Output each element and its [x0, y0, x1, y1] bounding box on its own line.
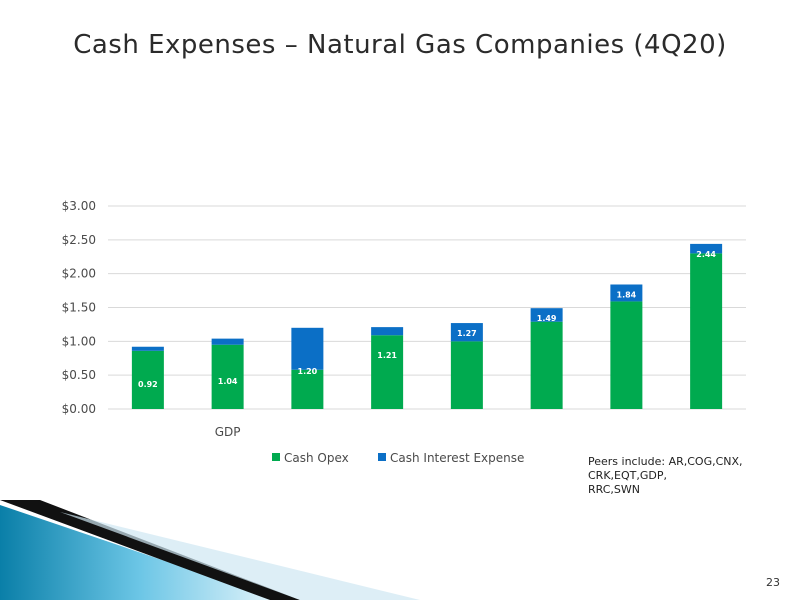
legend-label-cash-interest: Cash Interest Expense [390, 451, 524, 465]
data-label: 1.27 [457, 329, 477, 338]
y-axis: $0.00 $0.50 $1.00 $1.50 $2.00 $2.50 $3.00 [62, 199, 96, 416]
x-axis: GDP [215, 425, 241, 439]
peers-note-line: CRK,EQT,GDP, [588, 469, 667, 482]
bar-cash-opex [371, 335, 404, 409]
bar-cash-interest [690, 243, 723, 254]
bar-cash-opex [211, 344, 244, 409]
y-tick-label: $0.50 [62, 368, 96, 382]
data-label: 1.49 [537, 314, 557, 323]
bar-cash-opex [450, 341, 483, 409]
bar-cash-opex [690, 253, 723, 409]
bar-cash-interest [371, 327, 404, 336]
legend-swatch-cash-interest [378, 453, 386, 461]
bar-cash-opex [610, 301, 643, 409]
legend-label-cash-opex: Cash Opex [284, 451, 349, 465]
bar-cash-opex [291, 369, 324, 409]
page-number: 23 [766, 576, 780, 589]
y-tick-label: $2.50 [62, 233, 96, 247]
slide-title: Cash Expenses – Natural Gas Companies (4… [73, 30, 727, 60]
bar-cash-interest [530, 308, 563, 322]
legend-swatch-cash-opex [272, 453, 280, 461]
legend: Cash Opex Cash Interest Expense [272, 451, 524, 465]
bar-cash-opex [131, 350, 164, 409]
data-label: 2.44 [696, 250, 716, 259]
data-label: 1.04 [218, 377, 238, 386]
x-tick-label: GDP [215, 425, 241, 439]
bar-cash-interest [291, 327, 324, 370]
y-tick-label: $2.00 [62, 267, 96, 281]
y-tick-label: $3.00 [62, 199, 96, 213]
bar-cash-interest [450, 323, 483, 342]
peers-note-line: Peers include: AR,COG,CNX, [588, 455, 743, 468]
bars: 0.92 1.04 1.20 1.21 1.27 1.49 1.84 2.44 [131, 243, 723, 409]
data-label: 1.20 [298, 367, 318, 376]
gridlines [108, 205, 746, 410]
bar-cash-interest [131, 346, 164, 351]
peers-note-line: RRC,SWN [588, 483, 641, 496]
y-tick-label: $1.50 [62, 301, 96, 315]
bar-cash-interest [610, 284, 643, 302]
data-label: 0.92 [138, 380, 158, 389]
y-tick-label: $1.00 [62, 334, 96, 348]
peers-note: Peers include: AR,COG,CNX, CRK,EQT,GDP, … [588, 455, 768, 497]
y-tick-label: $0.00 [62, 402, 96, 416]
data-label: 1.21 [377, 351, 397, 360]
bar-cash-opex [530, 321, 563, 409]
data-label: 1.84 [617, 290, 637, 299]
bar-cash-interest [211, 338, 244, 345]
